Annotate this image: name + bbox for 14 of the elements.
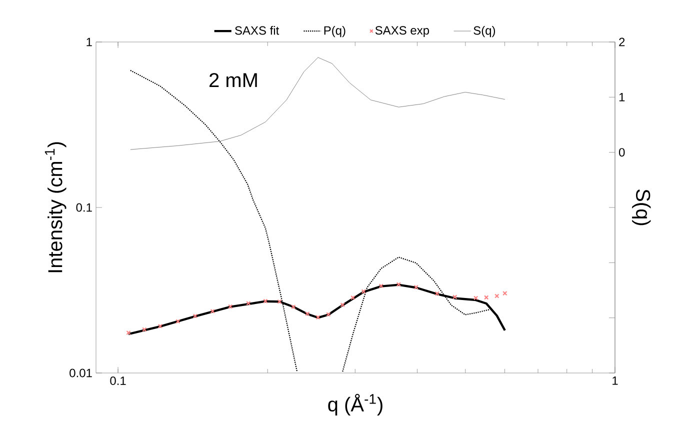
y-tick-label: 1: [86, 38, 92, 46]
y-axis-title: Intensity (cm$^{-1}$): [44, 142, 66, 272]
legend-label: SAXS fit: [235, 26, 280, 35]
x-axis-title: q (Å$^{-1}$): [328, 394, 382, 416]
annotation: 2 mM: [210, 73, 257, 88]
y2-tick-label: 0: [618, 148, 625, 157]
y2-tick-label: 1: [619, 93, 625, 102]
y-tick-label: 0.1: [76, 203, 92, 212]
y2-tick-label: 2: [619, 38, 625, 46]
y2-axis-title: S(q): [632, 190, 651, 226]
legend-label: SAXS exp: [375, 26, 430, 37]
legend-label: S(q): [474, 26, 496, 38]
legend-label: P(q): [324, 26, 346, 38]
y-tick-label: 0.01: [70, 368, 92, 378]
